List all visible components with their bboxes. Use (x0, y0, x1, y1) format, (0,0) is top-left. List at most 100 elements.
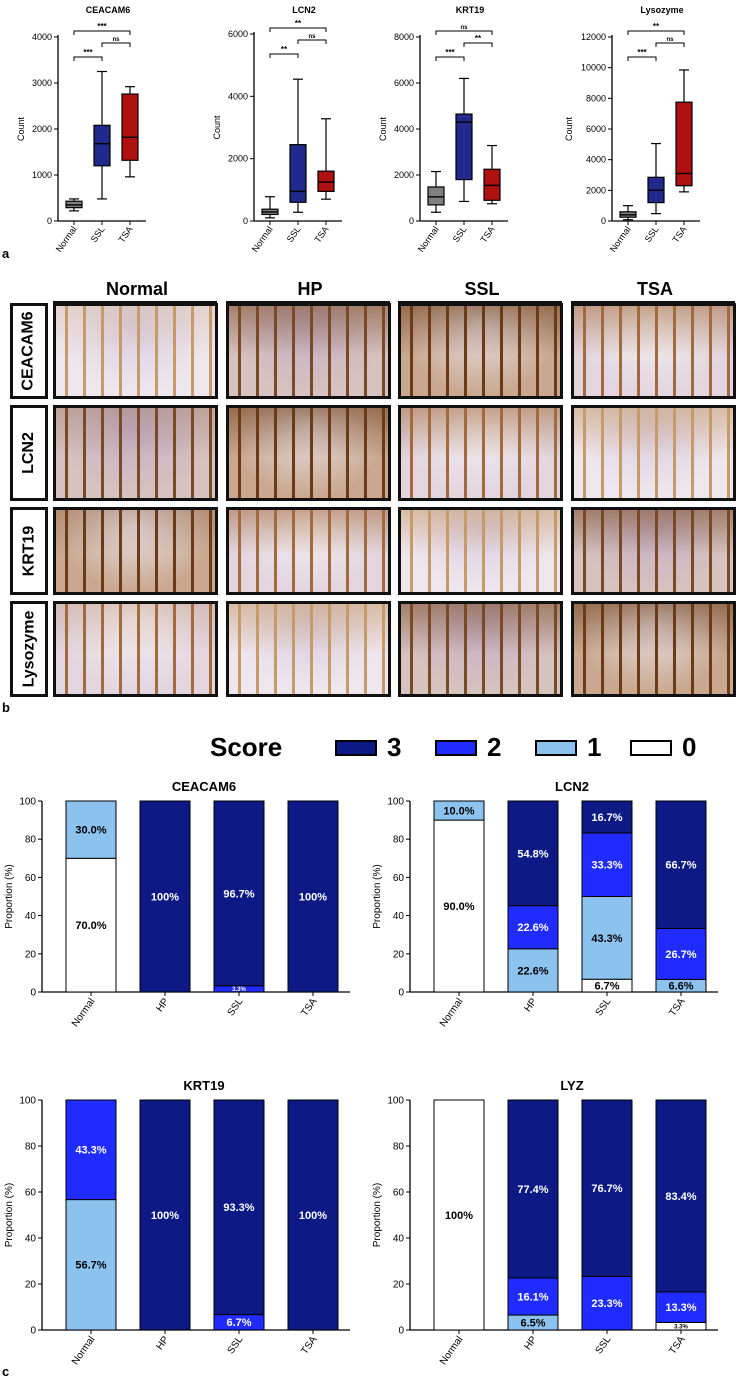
x-tick-label: SSL (451, 224, 469, 244)
bar-segment-score-1 (507, 948, 559, 993)
y-tick-label: 6000 (586, 124, 606, 134)
stain-overlay (574, 306, 733, 356)
segment-label: 43.3% (591, 933, 622, 945)
y-axis-label: Count (16, 117, 26, 142)
x-tick-label: TSA (667, 1334, 687, 1357)
boxplot-ceacam6: CEACAM6 0 1000 2000 3000 4000 Count Normal SSL TS… (16, 5, 146, 254)
legend-title: Score (210, 732, 283, 762)
histology-image-krt19-normal (53, 507, 218, 595)
segment-label: 76.7% (591, 1183, 622, 1195)
legend-swatch-3 (335, 740, 377, 756)
y-tick-label: 4000 (32, 32, 52, 42)
bar-segment-score-0 (433, 1099, 485, 1331)
y-tick-label: 0 (398, 988, 404, 999)
histology-image-lcn2-tsa (571, 405, 736, 501)
boxplot-krt19: KRT19 0 2000 4000 6000 8000 Count Normal SSL TSA *… (378, 5, 508, 254)
x-tick-label: TSA (670, 224, 688, 244)
bar-segment-score-3 (655, 800, 707, 929)
bar-segment-score-2 (581, 832, 633, 897)
y-tick-label: 60 (25, 1188, 37, 1199)
boxplot-lysozyme: Lysozyme 0 2000 4000 6000 8000 10000 12000 Count… (564, 5, 700, 254)
y-axis-label: Count (564, 117, 574, 142)
y-tick-label: 10000 (581, 63, 606, 73)
segment-label: 100% (151, 1210, 179, 1222)
x-tick-label: HP (154, 996, 171, 1014)
row-label-text: LCN2 (20, 432, 37, 474)
panel-letter-a: a (2, 246, 10, 261)
legend-label-0: 0 (682, 732, 697, 762)
bar-segment-score-2 (655, 1291, 707, 1323)
segment-label: 23.3% (591, 1298, 622, 1310)
y-tick-label: 1000 (32, 170, 52, 180)
stain-overlay (229, 604, 388, 654)
y-tick-label: 2000 (586, 185, 606, 195)
stain-overlay (401, 408, 560, 458)
stacked-bar-ceacam6: CEACAM6 0 20 40 60 80 100 Proportion (%) 70.0% 30… (4, 779, 350, 1029)
panel-a-boxplots: CEACAM6 0 1000 2000 3000 4000 Count Normal SSL TS… (16, 5, 700, 254)
bar-segment-score-3 (581, 800, 633, 834)
y-tick-label: 0 (30, 1326, 36, 1337)
row-label-text: KRT19 (20, 525, 37, 577)
stain-overlay (401, 604, 560, 654)
y-tick-label: 60 (25, 873, 37, 884)
significance-label: ns (666, 37, 674, 43)
segment-label: 16.1% (517, 1291, 548, 1303)
stain-overlay (56, 604, 215, 654)
box-tsa (121, 93, 139, 161)
y-tick-label: 4000 (394, 124, 414, 134)
x-tick-label: TSA (299, 996, 319, 1019)
row-label-lcn2: LCN2 (10, 405, 48, 501)
segment-label: 6.6% (668, 981, 693, 993)
segment-label: 66.7% (665, 860, 696, 872)
histology-image-lysozyme-tsa (571, 601, 736, 697)
legend-swatch-1 (535, 740, 577, 756)
x-tick-label: SSL (226, 996, 246, 1018)
significance-bracket (435, 56, 465, 61)
bar-segment-score-3 (213, 800, 265, 987)
y-tick-label: 20 (25, 949, 37, 960)
y-tick-label: 100 (19, 797, 36, 808)
y-tick-label: 100 (19, 1096, 36, 1107)
significance-bracket (73, 56, 103, 61)
bar-segment-score-3 (287, 1099, 339, 1331)
x-tick-label: Normal (608, 224, 633, 254)
column-header-tsa: TSA (637, 279, 673, 299)
y-axis-label: Count (378, 117, 388, 142)
histology-image-krt19-tsa (571, 507, 736, 595)
segment-label: 43.3% (75, 1145, 106, 1157)
x-tick-label: HP (154, 1334, 171, 1352)
row-label-text: Lysozyme (20, 610, 37, 688)
stain-overlay (229, 306, 388, 356)
segment-label: 3.3% (674, 1324, 688, 1330)
box-tsa (317, 170, 335, 192)
y-tick-label: 8000 (586, 93, 606, 103)
y-tick-label: 0 (398, 1326, 404, 1337)
stacked-bar-krt19: KRT19 0 20 40 60 80 100 Proportion (%) 56.7% 43.3… (4, 1078, 350, 1367)
x-tick-label: TSA (299, 1334, 319, 1357)
y-tick-label: 80 (25, 835, 37, 846)
segment-label: 3.3% (232, 987, 246, 993)
x-tick-label: TSA (478, 224, 496, 244)
stain-overlay (401, 306, 560, 356)
legend-label-2: 2 (487, 732, 502, 762)
segment-label: 16.7% (591, 812, 622, 824)
y-tick-label: 8000 (394, 32, 414, 42)
stain-overlay (574, 408, 733, 458)
bar-segment-score-1 (65, 1199, 117, 1331)
y-tick-label: 3000 (32, 78, 52, 88)
chart-title: KRT19 (183, 1078, 224, 1093)
bar-segment-score-1 (65, 800, 117, 859)
segment-label: 54.8% (517, 848, 548, 860)
bar-segment-score-2 (65, 1099, 117, 1201)
y-tick-label: 40 (25, 911, 37, 922)
significance-bracket (627, 56, 657, 61)
column-header-hp: HP (297, 279, 323, 299)
histology-image-lysozyme-hp (226, 601, 391, 697)
bar-segment-score-3 (581, 1099, 633, 1277)
y-axis-label: Proportion (%) (4, 1183, 15, 1247)
column-header-rule (226, 301, 390, 303)
y-axis-label: Proportion (%) (4, 864, 15, 928)
histology-image-krt19-hp (226, 507, 391, 595)
y-tick-label: 20 (393, 949, 405, 960)
bar-segment-score-3 (139, 800, 191, 993)
